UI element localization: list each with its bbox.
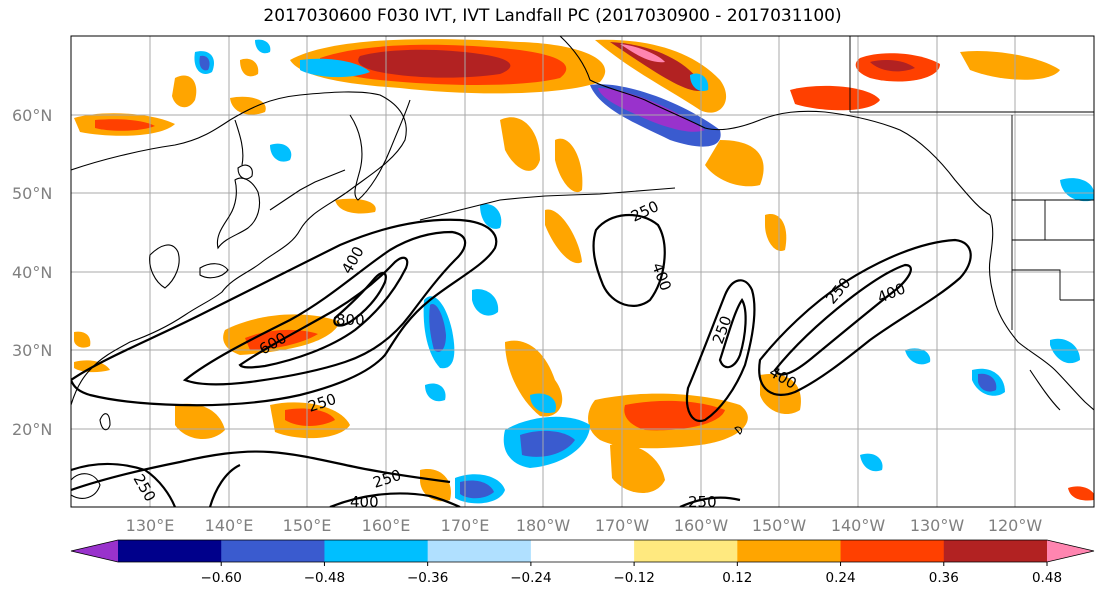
lon-label: 160°W	[674, 516, 729, 535]
colorbar: −0.60 −0.48 −0.36 −0.24 −0.12 0.12 0.24 0.36 0.4…	[70, 539, 1095, 586]
colorbar-box	[221, 540, 325, 562]
lat-label: 50°N	[12, 184, 52, 203]
contour-label: 400	[350, 493, 379, 511]
lon-label: 150°E	[283, 516, 332, 535]
political-borders	[849, 36, 1094, 330]
lon-label: 170°W	[595, 516, 650, 535]
colorbar-tick-label: −0.60	[201, 570, 242, 586]
ivt-positive-shading	[74, 39, 1094, 502]
contour-label: 800	[336, 311, 365, 329]
colorbar-tick-label: 0.12	[722, 570, 752, 586]
colorbar-box	[840, 540, 945, 562]
colorbar-tick-label: 0.48	[1032, 570, 1062, 586]
lat-label: 30°N	[12, 341, 52, 360]
lat-label: 60°N	[12, 106, 52, 125]
lon-label: 120°W	[988, 516, 1043, 535]
map-frame	[70, 35, 1095, 508]
lon-label: 130°W	[910, 516, 965, 535]
colorbar-box	[634, 540, 738, 562]
lon-label: 150°W	[752, 516, 807, 535]
ivt-negative-shading	[194, 39, 1094, 504]
colorbar-tick-label: −0.12	[613, 570, 654, 586]
lon-label: 160°E	[362, 516, 411, 535]
lon-label: 170°E	[441, 516, 490, 535]
colorbar-tick-label: −0.48	[304, 570, 345, 586]
lon-label: 140°E	[205, 516, 254, 535]
lon-label: 130°E	[126, 516, 175, 535]
colorbar-box	[737, 540, 842, 562]
colorbar-box	[530, 540, 635, 562]
coastlines	[71, 36, 1094, 499]
colorbar-outline	[70, 539, 1095, 563]
colorbar-box	[943, 540, 1048, 562]
colorbar-box	[118, 540, 222, 562]
colorbar-extend-max	[1047, 540, 1094, 562]
colorbar-extend-min	[71, 540, 118, 562]
map-panel: 400 800 600 250 250 400 250 250 400 250 …	[71, 36, 1094, 511]
lat-label: 20°N	[12, 420, 52, 439]
colorbar-tick-label: 0.36	[929, 570, 959, 586]
colorbar-tick-label: 0.24	[826, 570, 856, 586]
ivt-contours	[71, 213, 972, 507]
longitude-labels: 130°E 140°E 150°E 160°E 170°E 180°W 170°…	[126, 516, 1043, 535]
lat-label: 40°N	[12, 263, 52, 282]
graticule	[71, 36, 1094, 507]
map-title: 2017030600 F030 IVT, IVT Landfall PC (20…	[263, 6, 842, 26]
contour-label: 250	[688, 493, 717, 511]
colorbar-tick-label: −0.24	[510, 570, 551, 586]
lon-label: 180°W	[516, 516, 571, 535]
latitude-labels: 60°N 50°N 40°N 30°N 20°N	[12, 106, 52, 439]
colorbar-tick-label: −0.36	[407, 570, 448, 586]
colorbar-box	[427, 540, 532, 562]
lon-label: 140°W	[831, 516, 886, 535]
colorbar-box	[324, 540, 429, 562]
